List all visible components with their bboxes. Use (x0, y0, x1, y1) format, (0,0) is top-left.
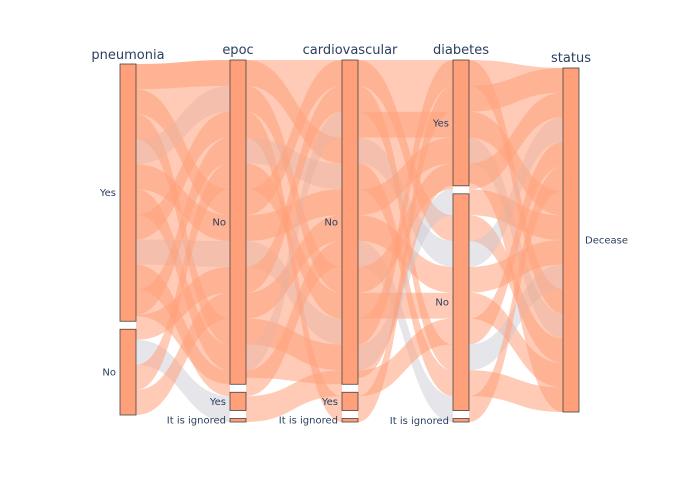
dimension-title-cardiovascular[interactable]: cardiovascular (303, 43, 398, 58)
category-bar-pneumonia-1[interactable] (119, 328, 137, 416)
dimension-title-epoc[interactable]: epoc (222, 43, 253, 58)
category-label-pneumonia-1: No (102, 368, 116, 379)
category-bar-diabetes-1[interactable] (452, 193, 470, 411)
category-label-pneumonia-0: Yes (99, 188, 116, 199)
category-bar-diabetes-0[interactable] (452, 59, 470, 187)
labels-layer: pneumonia Yes No epoc No Yes It is ignored card… (91, 43, 628, 427)
dimension-title-diabetes[interactable]: diabetes (433, 43, 489, 58)
category-label-epoc-2: It is ignored (167, 416, 226, 427)
category-label-status-0: Decease (585, 236, 628, 247)
category-label-cardiovascular-0: No (324, 218, 338, 229)
category-bar-epoc-1[interactable] (229, 391, 247, 411)
ribbon-main-epoc-cardiovascular[interactable] (246, 60, 342, 385)
category-bar-status-0[interactable] (562, 67, 580, 413)
category-label-cardiovascular-2: It is ignored (279, 416, 338, 427)
category-bar-epoc-2[interactable] (229, 418, 247, 423)
category-label-epoc-1: Yes (209, 397, 226, 408)
ribbon-main-cardiovascular-diabetes[interactable] (358, 60, 453, 378)
category-bar-cardiovascular-1[interactable] (341, 391, 359, 411)
ribbons-layer (136, 60, 563, 422)
category-label-diabetes-1: No (435, 298, 449, 309)
category-label-cardiovascular-1: Yes (321, 397, 338, 408)
category-label-diabetes-0: Yes (432, 118, 449, 129)
bars-layer (119, 59, 580, 423)
ribbon-cardiovascular-diabetes[interactable] (358, 241, 453, 422)
ribbon-main-diabetes-status[interactable] (469, 60, 563, 412)
category-bar-cardiovascular-0[interactable] (341, 59, 359, 385)
category-label-diabetes-2: It is ignored (390, 416, 449, 427)
category-bar-diabetes-2[interactable] (452, 418, 470, 423)
category-bar-epoc-0[interactable] (229, 59, 247, 385)
dimension-title-pneumonia[interactable]: pneumonia (91, 48, 164, 63)
ribbon-main-pneumonia-epoc[interactable] (136, 60, 230, 385)
category-bar-pneumonia-0[interactable] (119, 63, 137, 322)
dimension-title-status[interactable]: status (551, 51, 591, 66)
category-label-epoc-0: No (212, 218, 226, 229)
category-bar-cardiovascular-2[interactable] (341, 418, 359, 423)
